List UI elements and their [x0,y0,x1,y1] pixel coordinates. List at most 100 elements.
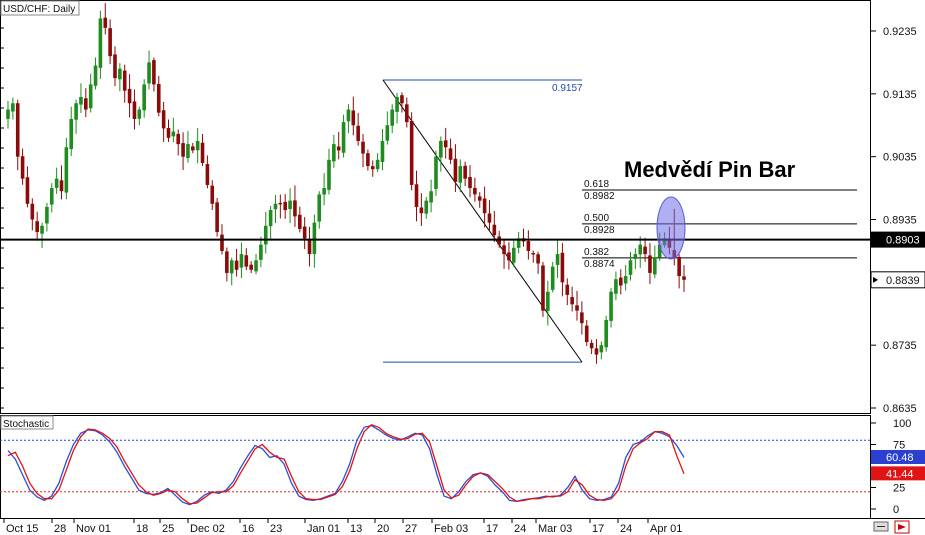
candle-body [127,88,132,104]
candle-body [599,345,604,353]
stochastic-pane [0,415,871,519]
candle-body [273,203,278,210]
candle-body [137,109,142,119]
fib-price-label: 0.8874 [584,259,615,270]
candle-body [336,146,341,151]
candle-body [458,166,463,183]
stoch-value-badge [871,449,925,464]
candle-body [54,178,59,188]
candle-body [375,159,380,170]
candle-body [609,291,613,321]
candle-body [181,143,185,157]
fib-ratio-label: 0.500 [584,213,609,224]
candle-body [648,255,652,273]
time-tick-label: 28 [54,523,66,535]
candle-body [122,70,127,91]
candle-body [113,54,117,79]
time-tick-label: 17 [486,523,498,535]
candle-body [108,28,112,57]
candle-body [429,191,433,203]
candle-body [244,255,249,267]
candle-body [40,225,44,234]
candle-body [332,144,336,162]
candle-body [11,103,15,112]
candle-body [546,291,550,311]
candle-body [682,276,686,280]
candle-body [239,254,244,268]
candle-body [64,147,69,193]
candle-body [477,196,482,201]
autoscroll-arrow-icon[interactable] [894,520,910,534]
time-tick-label: Mar 03 [538,523,572,535]
candle-body [453,158,458,182]
candle-body [132,101,137,119]
candle-body [293,200,297,217]
candle-body [103,17,108,28]
candle-body [589,342,594,349]
fib-ratio-label: 0.382 [584,247,609,258]
stoch-tick-label: 25 [893,483,905,495]
candle-body [195,140,200,151]
price-tick-label: 0.8935 [883,215,917,227]
stochastic-axis: 100 75 25 0 60.48 41.44 [871,418,925,516]
candlestick-series [6,3,686,364]
candle-body [283,201,288,211]
candle-body [93,65,98,86]
chart-title: USD/CHF: Daily [3,4,75,15]
candle-body [516,238,521,248]
candle-body [59,180,64,192]
candle-body [370,166,375,170]
scroll-icon[interactable] [873,521,889,532]
candle-body [468,177,472,189]
candle-body [463,165,467,179]
candle-body [312,222,317,255]
candle-body [584,325,589,343]
stoch-value-badge [871,466,925,481]
candle-body [439,140,443,158]
pin-bar-annotation: Medvědí Pin Bar [624,157,796,182]
candle-body [25,177,30,204]
candle-body [229,260,234,274]
stoch-tick-label: 75 [893,440,905,452]
candle-body [341,122,346,153]
time-tick-label: Oct 15 [6,523,38,535]
candle-body [443,140,448,148]
candle-body [20,156,25,179]
price-tick-label: 0.9235 [883,26,917,38]
candle-body [618,277,623,286]
indicator-title: Stochastic [3,419,49,430]
candle-body [30,203,35,220]
candle-body [492,224,497,236]
candle-body [74,103,78,120]
candle-body [507,252,511,261]
time-axis: Oct 15 28 Nov 01 18 25 Dec 02 16 23 Jan 01 13 20 27… [3,519,682,535]
candle-body [15,103,20,157]
time-tick-label: 18 [136,523,148,535]
candle-body [536,254,540,264]
candle-body [594,348,599,355]
candle-body [171,131,176,137]
candle-body [147,62,151,84]
candle-body [249,264,253,270]
candle-body [526,241,531,251]
time-tick-label: 24 [514,523,526,535]
candle-body [259,244,263,260]
candle-body [142,84,146,111]
candle-body [118,68,122,80]
price-tick-label: 0.9035 [883,152,917,164]
candle-body [487,213,492,223]
candle-body [555,254,560,265]
stochastic-lines [0,423,871,506]
stochastic-series-line [7,423,685,505]
candle-body [288,200,292,210]
candle-body [409,120,414,185]
candle-body [302,226,307,239]
candle-body [45,206,49,224]
candle-body [414,184,419,207]
time-tick-label: Dec 02 [190,523,225,535]
level-price-label: 0.8903 [886,235,920,247]
current-price-label: 0.8839 [886,275,920,287]
stoch-tick-label: 0 [893,504,899,516]
candle-body [215,202,219,233]
